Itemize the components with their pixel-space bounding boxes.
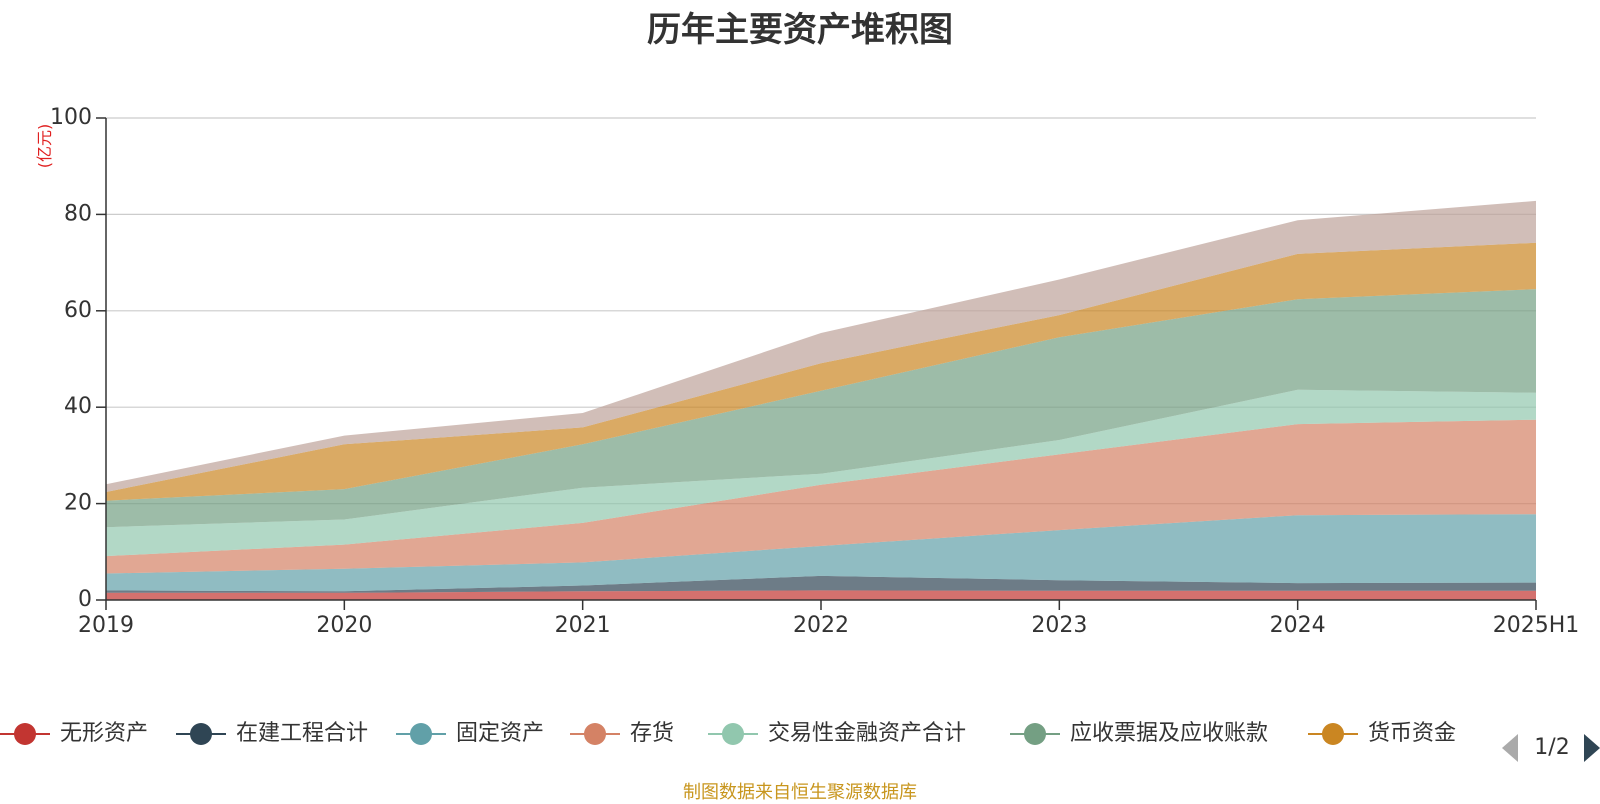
- area-series-6: [106, 289, 1536, 528]
- legend-label: 货币资金: [1368, 721, 1456, 746]
- legend-item[interactable]: 固定资产: [396, 721, 544, 746]
- legend-item[interactable]: 交易性金融资产合计: [708, 721, 966, 746]
- area-series-4: [106, 419, 1536, 574]
- y-tick-label: 40: [64, 394, 92, 419]
- area-series-5: [106, 389, 1536, 557]
- y-tick-label: 80: [64, 201, 92, 226]
- legend-item[interactable]: 在建工程合计: [176, 721, 368, 746]
- legend-item[interactable]: 存货: [570, 721, 674, 746]
- legend-label: 无形资产: [60, 721, 148, 746]
- x-tick-labels: 2019 2020 2021 2022 2023 2024 2025H1: [78, 613, 1579, 638]
- area-series-2: [106, 575, 1536, 593]
- prev-page-icon[interactable]: [1502, 734, 1518, 762]
- area-series-1: [106, 590, 1536, 600]
- y-tick-label: 20: [64, 491, 92, 516]
- legend-marker-icon: [722, 723, 744, 745]
- legend-label: 存货: [630, 721, 674, 746]
- legend-item[interactable]: 货币资金: [1308, 721, 1456, 746]
- legend-item[interactable]: 应收票据及应收账款: [1010, 721, 1268, 746]
- legend-marker-icon: [584, 723, 606, 745]
- y-tick-label: 0: [78, 587, 92, 612]
- area-series: [106, 200, 1536, 600]
- x-tick-label: 2024: [1270, 613, 1326, 638]
- legend-marker-icon: [1024, 723, 1046, 745]
- area-series-8: [106, 200, 1536, 492]
- x-tick-label: 2021: [555, 613, 611, 638]
- legend-marker-icon: [190, 723, 212, 745]
- legend-marker-icon: [14, 723, 36, 745]
- legend-label: 在建工程合计: [236, 721, 368, 746]
- x-tick-label: 2025H1: [1493, 613, 1580, 638]
- unit-label: (亿元): [35, 124, 54, 169]
- legend-marker-icon: [410, 723, 432, 745]
- next-page-icon[interactable]: [1584, 734, 1600, 762]
- area-series-3: [106, 514, 1536, 592]
- legend-label: 交易性金融资产合计: [768, 721, 966, 746]
- legend-label: 固定资产: [456, 721, 544, 746]
- legend-marker-icon: [1322, 723, 1344, 745]
- legend-pager: 1/2: [1502, 734, 1600, 762]
- x-tick-label: 2020: [316, 613, 372, 638]
- area-series-7: [106, 242, 1536, 501]
- axes: [105, 118, 1536, 601]
- chart-title: 历年主要资产堆积图: [647, 10, 953, 50]
- legend-label: 应收票据及应收账款: [1070, 721, 1268, 746]
- x-tick-label: 2023: [1031, 613, 1087, 638]
- data-source-note: 制图数据来自恒生聚源数据库: [683, 782, 917, 803]
- legend-item[interactable]: 无形资产: [0, 721, 148, 746]
- y-tick-label: 60: [64, 298, 92, 323]
- x-tick-label: 2022: [793, 613, 849, 638]
- pager-text: 1/2: [1534, 735, 1569, 760]
- legend[interactable]: 无形资产 在建工程合计 固定资产 存货 交易性金融资产合计 应收票据及应收账款 货币资金: [0, 721, 1456, 746]
- y-tick-labels: 0 20 40 60 80 100: [50, 105, 92, 612]
- x-tick-label: 2019: [78, 613, 134, 638]
- y-tick-label: 100: [50, 105, 92, 130]
